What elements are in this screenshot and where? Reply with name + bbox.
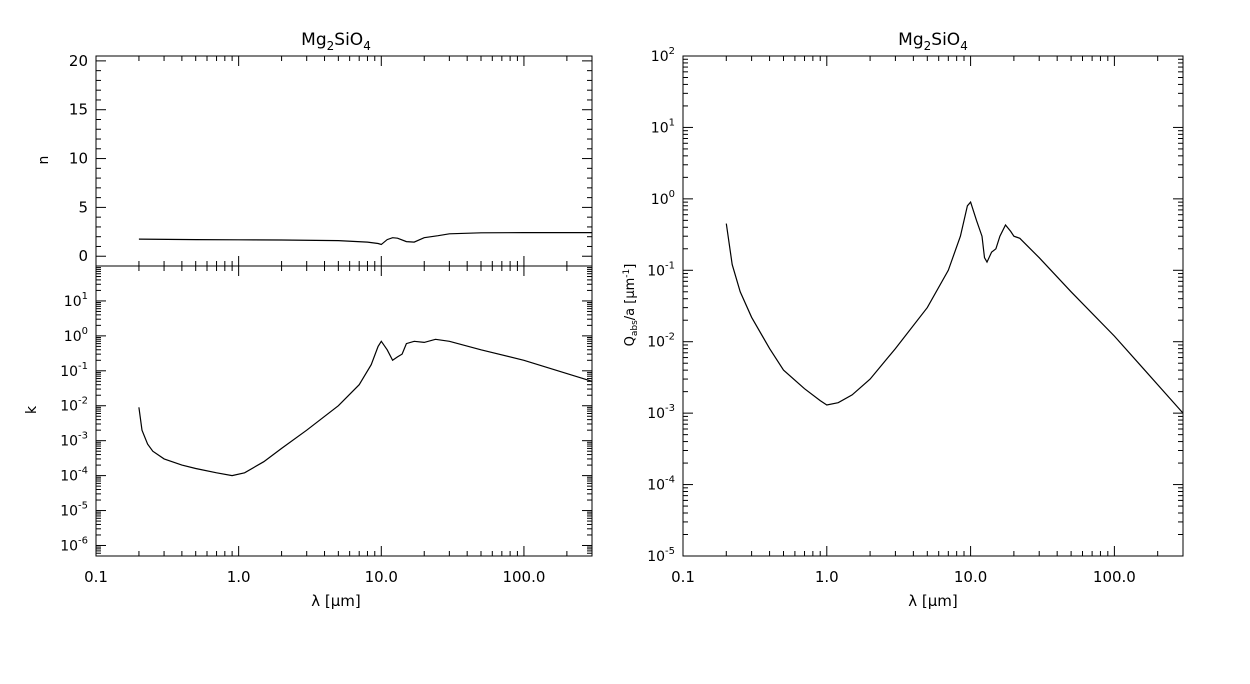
k-y-tick-label: 10-4	[60, 466, 88, 485]
right-panel: Mg2SiO4 10-5 10-4 10-3 10-2 10-1 100 101 102 0.1…	[622, 30, 1184, 610]
right-x-tick-label: 0.1	[671, 568, 695, 586]
k-plot-frame	[95, 265, 593, 557]
left-x-tick-label: 0.1	[84, 568, 108, 586]
n-axis-label: n	[36, 156, 52, 165]
n-y-tick-label: 10	[69, 150, 88, 168]
right-x-tick-label: 1.0	[815, 568, 839, 586]
n-plot-frame	[95, 55, 593, 267]
left-x-tick-label: 1.0	[227, 568, 251, 586]
right-x-axis-label: λ [μm]	[908, 592, 958, 610]
left-panel: Mg2SiO4 0 5 10 15 20 10-6 10-5 10-4 10-3 10-2 10-…	[24, 30, 593, 610]
k-y-tick-label: 10-5	[60, 501, 88, 520]
n-y-tick-label: 15	[69, 101, 88, 119]
k-y-tick-label: 10-1	[60, 361, 88, 380]
n-y-tick-label: 0	[78, 247, 88, 265]
n-curve	[138, 232, 592, 246]
right-x-tick-label: 10.0	[954, 568, 987, 586]
left-x-tick-label: 10.0	[365, 568, 398, 586]
k-curve	[138, 338, 593, 477]
n-y-tick-label: 5	[78, 198, 88, 216]
right-x-tick-label: 100.0	[1093, 568, 1136, 586]
qabs-plot-frame	[682, 55, 1184, 557]
qabs-y-tick-label: 10-5	[647, 546, 675, 565]
left-chart-title: Mg2SiO4	[301, 30, 371, 53]
qabs-y-tick-label: 10-2	[647, 332, 675, 351]
qabs-y-tick-label: 10-1	[647, 260, 675, 279]
qabs-y-tick-label: 10-3	[647, 403, 675, 422]
k-y-tick-label: 10-6	[60, 535, 88, 554]
k-y-tick-label: 100	[64, 326, 88, 345]
qabs-y-tick-label: 101	[651, 117, 675, 136]
qabs-y-tick-label: 102	[651, 46, 675, 65]
n-y-tick-label: 20	[69, 52, 88, 70]
qabs-y-tick-label: 10-4	[647, 475, 675, 494]
left-x-axis-label: λ [μm]	[311, 592, 361, 610]
left-x-tick-label: 100.0	[502, 568, 545, 586]
k-y-tick-label: 10-2	[60, 396, 88, 415]
qabs-y-tick-label: 100	[651, 189, 675, 208]
right-y-axis-label: Qabs/a [μm-1]	[622, 264, 640, 347]
k-y-tick-label: 10-3	[60, 431, 88, 450]
k-y-tick-label: 101	[64, 291, 88, 310]
k-axis-label: k	[24, 405, 40, 414]
qabs-curve	[725, 200, 1184, 414]
right-chart-title: Mg2SiO4	[898, 30, 968, 53]
